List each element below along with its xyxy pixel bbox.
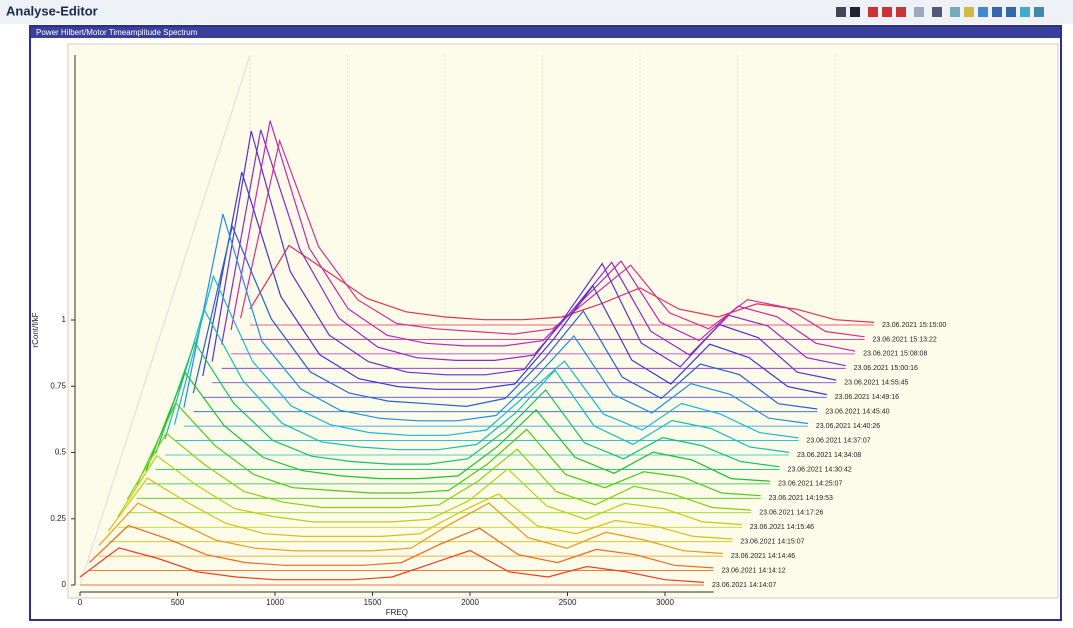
tool-button[interactable] (932, 7, 942, 17)
y-tick-label: 0.25 (50, 514, 66, 523)
window: Analyse-Editor Power Hilbert/Motor Timea… (0, 0, 1073, 623)
tool-button[interactable] (964, 7, 974, 17)
series-label: 23.06.2021 14:17:26 (759, 510, 823, 517)
tool-button[interactable] (896, 7, 906, 17)
x-tick-label: 2000 (461, 598, 479, 607)
tool-button[interactable] (978, 7, 988, 17)
y-tick-label: 0 (62, 580, 67, 589)
series-label: 23.06.2021 14:37:07 (806, 437, 870, 444)
series-label: 23.06.2021 14:55:45 (844, 380, 908, 387)
series-label: 23.06.2021 14:49:16 (835, 394, 899, 401)
x-tick-label: 3000 (656, 598, 674, 607)
series-label: 23.06.2021 14:14:46 (731, 553, 795, 560)
series-label: 23.06.2021 14:25:07 (778, 481, 842, 488)
series-label: 23.06.2021 14:30:42 (788, 466, 852, 473)
tool-button[interactable] (1034, 7, 1044, 17)
series-label: 23.06.2021 14:34:08 (797, 452, 861, 459)
tool-button[interactable] (850, 7, 860, 17)
y-tick-label: 0.75 (50, 381, 66, 390)
x-tick-label: 1000 (266, 598, 284, 607)
y-tick-label: 0.5 (55, 448, 67, 457)
y-tick-label: 1 (62, 315, 67, 324)
y-axis-label: rCont/f/kF (31, 312, 40, 347)
tool-button[interactable] (992, 7, 1002, 17)
series-label: 23.06.2021 14:45:40 (825, 409, 889, 416)
x-axis-label: FREQ (386, 608, 408, 617)
x-tick-label: 500 (171, 598, 185, 607)
series-label: 23.06.2021 15:00:16 (854, 365, 918, 372)
panel-title: Power Hilbert/Motor Timeamplitude Spectr… (36, 28, 198, 37)
page: Analyse-Editor Power Hilbert/Motor Timea… (0, 0, 1073, 623)
series-label: 23.06.2021 15:08:08 (863, 351, 927, 358)
title-bar (0, 0, 1073, 24)
series-label: 23.06.2021 14:19:53 (769, 495, 833, 502)
tool-button[interactable] (882, 7, 892, 17)
series-label: 23.06.2021 14:15:07 (740, 539, 804, 546)
tool-button[interactable] (868, 7, 878, 17)
x-tick-label: 2500 (559, 598, 577, 607)
series-label: 23.06.2021 14:14:07 (712, 582, 776, 589)
x-tick-label: 1500 (364, 598, 382, 607)
series-label: 23.06.2021 14:40:26 (816, 423, 880, 430)
series-label: 23.06.2021 15:15:00 (882, 322, 946, 329)
tool-button[interactable] (1020, 7, 1030, 17)
series-label: 23.06.2021 15:13:22 (873, 336, 937, 343)
x-tick-label: 0 (78, 598, 83, 607)
tool-button[interactable] (1006, 7, 1016, 17)
series-label: 23.06.2021 14:14:12 (721, 567, 785, 574)
series-label: 23.06.2021 14:15:46 (750, 524, 814, 531)
tool-button[interactable] (950, 7, 960, 17)
tool-button[interactable] (836, 7, 846, 17)
app-title: Analyse-Editor (6, 3, 98, 18)
tool-button[interactable] (914, 7, 924, 17)
